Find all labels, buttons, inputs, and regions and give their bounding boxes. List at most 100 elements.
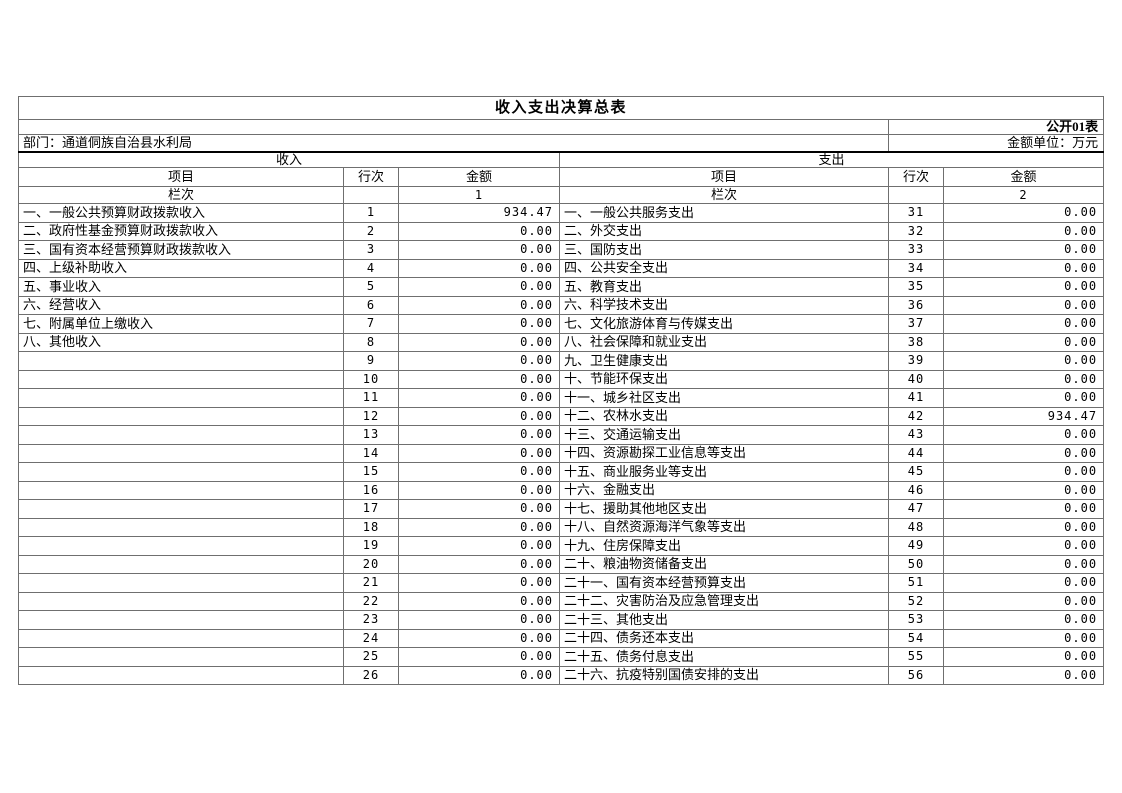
income-lanci-line-cell (343, 186, 399, 205)
expense-item-label: 二十五、债务付息支出 (559, 647, 889, 667)
expense-line-no: 43 (888, 425, 944, 445)
income-section-title: 收入 (18, 151, 560, 169)
income-item-label (18, 554, 344, 575)
income-line-no: 2 (343, 221, 399, 242)
expense-amount: 0.00 (942, 665, 1105, 686)
expense-item-label: 七、文化旅游体育与传媒支出 (559, 314, 889, 334)
expense-amount: 0.00 (942, 203, 1105, 223)
expense-item-label: 十二、农林水支出 (559, 406, 889, 427)
income-item-label (18, 610, 344, 630)
income-line-no: 24 (343, 628, 399, 649)
expense-line-no: 42 (888, 406, 944, 427)
expense-line-no: 37 (888, 314, 944, 334)
income-item-header: 项目 (18, 167, 344, 188)
income-amount: 0.00 (398, 258, 560, 279)
table-row: 25 0.00 二十五、债务付息支出 55 0.00 (18, 647, 1105, 667)
expense-amount: 0.00 (942, 240, 1105, 260)
final-accounts-table: 收入支出决算总表 公开01表 部门：通道侗族自治县水利局 金额单位：万元 收入 … (17, 96, 1105, 686)
expense-amount: 0.00 (942, 554, 1105, 575)
expense-item-label: 九、卫生健康支出 (559, 351, 889, 371)
income-line-no: 5 (343, 277, 399, 297)
table-row: 19 0.00 十九、住房保障支出 49 0.00 (18, 536, 1105, 556)
expense-line-no: 53 (888, 610, 944, 630)
expense-amount: 0.00 (942, 462, 1105, 482)
income-amount: 0.00 (398, 573, 560, 593)
income-amount: 0.00 (398, 536, 560, 556)
expense-amount: 0.00 (942, 332, 1105, 353)
income-amount: 0.00 (398, 554, 560, 575)
income-line-no: 22 (343, 591, 399, 612)
table-row: 16 0.00 十六、金融支出 46 0.00 (18, 480, 1105, 501)
table-row: 三、国有资本经营预算财政拨款收入 3 0.00 三、国防支出 33 0.00 (18, 240, 1105, 260)
table-row: 20 0.00 二十、粮油物资储备支出 50 0.00 (18, 554, 1105, 575)
income-amount: 0.00 (398, 462, 560, 482)
income-amount: 0.00 (398, 406, 560, 427)
income-item-label: 二、政府性基金预算财政拨款收入 (18, 221, 344, 242)
expense-item-label: 二十一、国有资本经营预算支出 (559, 573, 889, 593)
income-line-no: 3 (343, 240, 399, 260)
table-row: 9 0.00 九、卫生健康支出 39 0.00 (18, 351, 1105, 371)
title-row: 收入支出决算总表 (17, 96, 1105, 120)
income-amount: 0.00 (398, 628, 560, 649)
expense-line-no: 48 (888, 517, 944, 538)
table-row: 12 0.00 十二、农林水支出 42 934.47 (18, 406, 1105, 427)
income-line-no: 20 (343, 554, 399, 575)
income-line-no: 23 (343, 610, 399, 630)
expense-item-label: 二十二、灾害防治及应急管理支出 (559, 591, 889, 612)
income-item-label (18, 406, 344, 427)
income-amount: 0.00 (398, 369, 560, 390)
income-amount: 0.00 (398, 517, 560, 538)
expense-line-no: 36 (888, 295, 944, 316)
expense-line-no: 38 (888, 332, 944, 353)
table-row: 四、上级补助收入 4 0.00 四、公共安全支出 34 0.00 (18, 258, 1105, 279)
expense-amount: 0.00 (942, 573, 1105, 593)
income-line-no: 15 (343, 462, 399, 482)
income-item-label (18, 388, 344, 408)
expense-line-no: 52 (888, 591, 944, 612)
expense-item-label: 五、教育支出 (559, 277, 889, 297)
income-item-label (18, 499, 344, 519)
expense-amount: 0.00 (942, 221, 1105, 242)
expense-amount: 0.00 (942, 536, 1105, 556)
expense-line-no: 45 (888, 462, 944, 482)
expense-item-label: 十九、住房保障支出 (559, 536, 889, 556)
table-row: 18 0.00 十八、自然资源海洋气象等支出 48 0.00 (18, 517, 1105, 538)
expense-item-label: 二、外交支出 (559, 221, 889, 242)
income-amount: 0.00 (398, 388, 560, 408)
expense-item-label: 六、科学技术支出 (559, 295, 889, 316)
expense-amount: 0.00 (942, 369, 1105, 390)
table-row: 八、其他收入 8 0.00 八、社会保障和就业支出 38 0.00 (18, 332, 1105, 353)
income-amount: 0.00 (398, 610, 560, 630)
expense-item-label: 二十三、其他支出 (559, 610, 889, 630)
income-item-label (18, 591, 344, 612)
income-amount: 0.00 (398, 351, 560, 371)
income-amount: 0.00 (398, 277, 560, 297)
department-row: 部门：通道侗族自治县水利局 金额单位：万元 (18, 134, 1105, 153)
income-line-no: 16 (343, 480, 399, 501)
expense-amount: 0.00 (942, 517, 1105, 538)
expense-item-header: 项目 (559, 167, 889, 188)
income-item-label: 三、国有资本经营预算财政拨款收入 (18, 240, 344, 260)
expense-amount: 0.00 (942, 480, 1105, 501)
doc-label: 公开01表 (887, 118, 1105, 136)
doc-label-row: 公开01表 (18, 118, 1105, 136)
income-item-label: 四、上级补助收入 (18, 258, 344, 279)
income-item-label (18, 536, 344, 556)
income-item-label (18, 369, 344, 390)
expense-item-label: 一、一般公共服务支出 (559, 203, 889, 223)
income-amount-header: 金额 (398, 167, 560, 188)
expense-item-label: 十五、商业服务业等支出 (559, 462, 889, 482)
table-row: 15 0.00 十五、商业服务业等支出 45 0.00 (18, 462, 1105, 482)
income-item-label (18, 647, 344, 667)
expense-item-label: 二十四、债务还本支出 (559, 628, 889, 649)
income-item-label (18, 443, 344, 464)
expense-line-no: 32 (888, 221, 944, 242)
income-item-label: 五、事业收入 (18, 277, 344, 297)
income-line-no: 25 (343, 647, 399, 667)
income-item-label (18, 517, 344, 538)
table-row: 21 0.00 二十一、国有资本经营预算支出 51 0.00 (18, 573, 1105, 593)
expense-amount: 0.00 (942, 258, 1105, 279)
income-line-no: 6 (343, 295, 399, 316)
lanci-row: 栏次 1 栏次 2 (18, 186, 1105, 205)
table-row: 26 0.00 二十六、抗疫特别国债安排的支出 56 0.00 (18, 665, 1105, 686)
